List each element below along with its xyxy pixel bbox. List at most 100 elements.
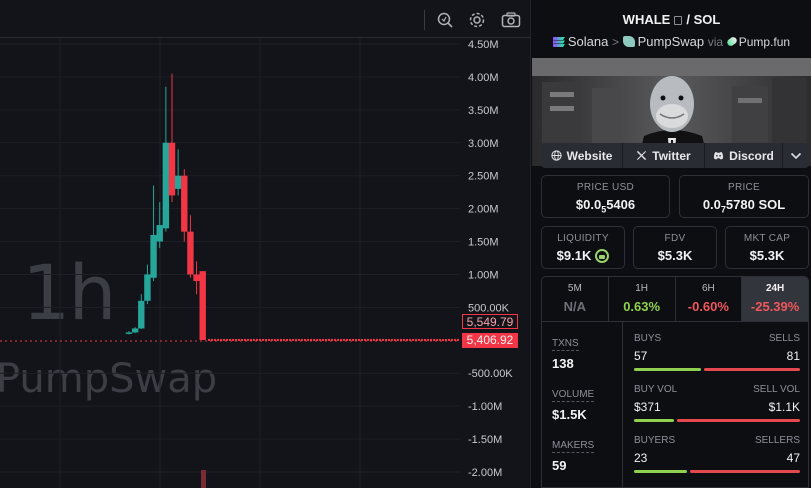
sellers-value: 47 [786, 451, 800, 465]
buyers-sellers-stat: BUYERS SELLERS 23 47 [634, 435, 800, 473]
sells-value: 81 [786, 349, 800, 363]
more-links-button[interactable] [783, 143, 809, 168]
buyers-value: 23 [634, 451, 648, 465]
y-axis-tick-label: -500.00K [468, 368, 513, 380]
market-cap-card: MKT CAP $5.3K [725, 226, 809, 269]
zoom-search-icon[interactable] [436, 11, 454, 29]
chain-link[interactable]: Solana [567, 34, 609, 49]
buys-value: 57 [634, 349, 648, 363]
tab-24h[interactable]: 24H -25.39% [742, 277, 808, 321]
buy-vol-bar-fill [634, 419, 674, 422]
txns-stat: TXNS 138 [552, 333, 579, 371]
discord-icon [714, 151, 724, 160]
flat-candle [340, 338, 342, 341]
dex-link[interactable]: PumpSwap [637, 34, 705, 49]
makers-value: 59 [552, 458, 567, 473]
flat-candle [352, 338, 354, 341]
copy-icon[interactable] [674, 16, 683, 25]
base-symbol: WHALE [622, 12, 671, 27]
flat-candle [223, 338, 225, 341]
flat-candle [379, 338, 381, 341]
flat-candle [367, 338, 369, 341]
candle-body [150, 234, 157, 278]
pair-title: WHALE / SOL [531, 12, 811, 27]
volume-label: VOLUME [552, 389, 595, 402]
candle-body [144, 274, 151, 301]
tab-24h-value: -25.39% [750, 299, 800, 314]
makers-stat: MAKERS 59 [552, 435, 595, 473]
website-button[interactable]: Website [541, 143, 623, 168]
solana-logo-icon [552, 37, 565, 47]
candle-body [199, 271, 206, 340]
flat-candle [217, 338, 219, 341]
makers-label: MAKERS [552, 440, 595, 453]
sell-vol-value: $1.1K [768, 400, 800, 414]
lock-icon[interactable] [595, 249, 610, 263]
price-usd-card: PRICE USD $0.055406 [541, 175, 670, 218]
flat-candle [241, 338, 243, 341]
flat-candle [289, 338, 291, 341]
tab-1h[interactable]: 1H 0.63% [609, 277, 676, 321]
flat-candle [259, 338, 261, 341]
flat-candle [247, 338, 249, 341]
launchpad-link[interactable]: Pump.fun [738, 35, 791, 49]
flat-candle [418, 338, 420, 341]
candle-body [156, 225, 163, 242]
price-sol-value: 0.075780 SOL [702, 197, 786, 215]
fdv-value: $5.3K [657, 248, 693, 263]
tab-5m[interactable]: 5M N/A [542, 277, 609, 321]
tab-5m-value: N/A [563, 299, 587, 314]
chart-plot[interactable]: 4.50M 4.00M 3.50M 3.00M 2.50M 2.00M 1.50M 1.00M… [0, 0, 530, 488]
flat-candle [214, 338, 216, 341]
flat-candle [208, 338, 210, 341]
candle-body [162, 142, 170, 229]
flat-candle [409, 338, 411, 341]
last-close-price-tag: 5,406.92 [462, 333, 518, 348]
flat-candle [238, 338, 240, 341]
buyers-sellers-bar [634, 470, 800, 473]
sellers-label: SELLERS [754, 435, 800, 446]
flat-candle [433, 338, 435, 341]
flat-candle [262, 338, 264, 341]
volume-bar [201, 470, 206, 488]
discord-button[interactable]: Discord [705, 143, 783, 168]
pumpswap-logo-icon [622, 36, 635, 47]
y-axis-tick-label: 4.50M [468, 39, 499, 51]
y-axis-tick-label: 1.50M [468, 237, 499, 249]
price-chart[interactable]: 1h PumpSwap 4.50M 4.00M 3.50M 3.00M 2.50M 2.0… [0, 0, 530, 488]
flat-candle [412, 338, 414, 341]
last-open-price-tag: 5,549.79 [462, 314, 518, 329]
flat-candle [292, 338, 294, 341]
buys-bar-fill [634, 368, 701, 371]
flat-candle [451, 338, 453, 341]
flat-candle [310, 338, 312, 341]
flat-candle [331, 338, 333, 341]
chevron-down-icon [790, 152, 802, 159]
flat-candle [322, 338, 324, 341]
gear-icon[interactable] [468, 11, 486, 29]
flat-candle [328, 338, 330, 341]
breadcrumb-separator: > [612, 35, 620, 49]
flat-candle [364, 338, 366, 341]
twitter-button[interactable]: Twitter [623, 143, 705, 168]
fdv-card: FDV $5.3K [633, 226, 717, 269]
camera-icon[interactable] [501, 11, 521, 29]
liquidity-card: LIQUIDITY $9.1K [541, 226, 625, 269]
candle-body [193, 274, 200, 282]
flat-candle [280, 338, 282, 341]
flat-candle [211, 338, 213, 341]
tab-1h-label: 1H [635, 283, 649, 294]
flat-candle [442, 338, 444, 341]
flat-candle [403, 338, 405, 341]
flat-candle [286, 338, 288, 341]
via-label: via [707, 35, 724, 49]
flat-candle [346, 338, 348, 341]
buy-vol-value: $371 [634, 400, 661, 414]
y-axis-tick-label: 2.50M [468, 171, 499, 183]
flat-candle [229, 338, 231, 341]
y-axis-tick-label: -1.00M [468, 401, 502, 413]
flat-candle [400, 338, 402, 341]
y-axis-tick-label: 3.50M [468, 105, 499, 117]
tab-6h[interactable]: 6H -0.60% [676, 277, 743, 321]
flat-candle [445, 338, 447, 341]
